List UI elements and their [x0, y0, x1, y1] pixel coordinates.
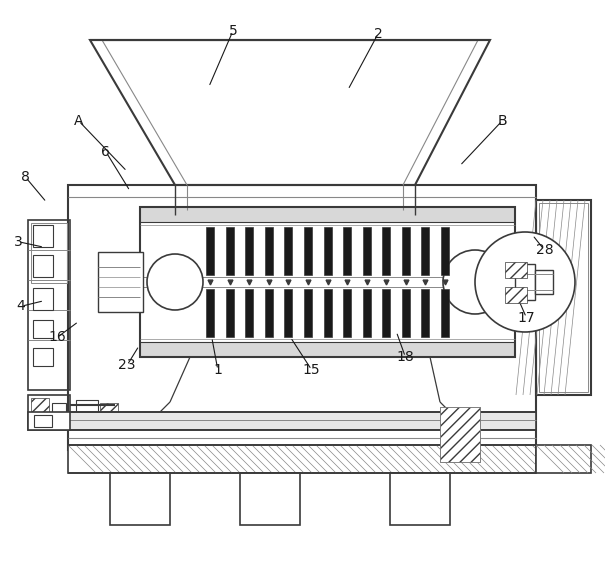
Text: 23: 23 [119, 359, 136, 372]
Bar [441, 289, 449, 337]
Bar [505, 287, 527, 303]
Bar [536, 445, 591, 473]
Circle shape [443, 250, 507, 314]
Bar [206, 227, 214, 275]
Bar [140, 342, 515, 357]
Text: 1: 1 [214, 363, 222, 377]
Bar [440, 407, 480, 462]
Circle shape [147, 254, 203, 310]
Bar [343, 227, 351, 275]
Text: 2: 2 [374, 27, 382, 40]
Text: 6: 6 [102, 145, 110, 158]
Text: A: A [74, 114, 83, 128]
Circle shape [475, 232, 575, 332]
Bar [33, 320, 53, 338]
Bar [33, 255, 53, 277]
Bar [515, 264, 535, 300]
Bar [33, 348, 53, 366]
Text: 5: 5 [229, 24, 237, 38]
Text: 28: 28 [535, 243, 554, 257]
Text: B: B [497, 114, 507, 128]
Bar [226, 289, 234, 337]
Bar [362, 227, 371, 275]
Bar [539, 203, 588, 392]
Bar [140, 207, 515, 222]
Bar [304, 227, 312, 275]
Bar [140, 207, 515, 357]
Bar [382, 289, 390, 337]
Bar [535, 270, 553, 294]
Bar [422, 289, 430, 337]
Bar [402, 289, 410, 337]
Bar [100, 403, 118, 421]
Text: 15: 15 [302, 363, 321, 377]
Bar [382, 227, 390, 275]
Bar [362, 289, 371, 337]
Text: 8: 8 [21, 170, 30, 184]
Bar [284, 289, 292, 337]
Bar [245, 289, 253, 337]
Bar [68, 185, 536, 450]
Bar [390, 473, 450, 525]
Bar [98, 252, 143, 312]
Bar [31, 223, 67, 283]
Bar [240, 473, 300, 525]
Bar [265, 289, 273, 337]
Bar [343, 289, 351, 337]
Bar [76, 400, 98, 425]
Bar [324, 227, 332, 275]
Bar [304, 289, 312, 337]
Text: 16: 16 [48, 330, 67, 344]
Bar [505, 262, 527, 278]
Bar [422, 227, 430, 275]
Bar [33, 288, 53, 310]
Bar [206, 289, 214, 337]
Bar [245, 227, 253, 275]
Bar [34, 415, 52, 427]
Bar [265, 227, 273, 275]
Text: 4: 4 [17, 300, 25, 313]
Text: 18: 18 [396, 350, 414, 364]
Bar [52, 403, 66, 421]
Bar [402, 227, 410, 275]
Bar [33, 225, 53, 247]
Text: 17: 17 [517, 311, 535, 324]
Bar [440, 407, 480, 462]
Text: 3: 3 [14, 235, 22, 248]
Bar [28, 395, 70, 430]
Bar [441, 227, 449, 275]
Bar [110, 473, 170, 525]
Bar [284, 227, 292, 275]
Bar [68, 445, 536, 473]
Bar [226, 227, 234, 275]
Bar [28, 220, 70, 390]
Bar [536, 200, 591, 395]
Bar [28, 412, 70, 430]
Bar [68, 412, 536, 430]
Bar [31, 398, 49, 426]
Bar [324, 289, 332, 337]
